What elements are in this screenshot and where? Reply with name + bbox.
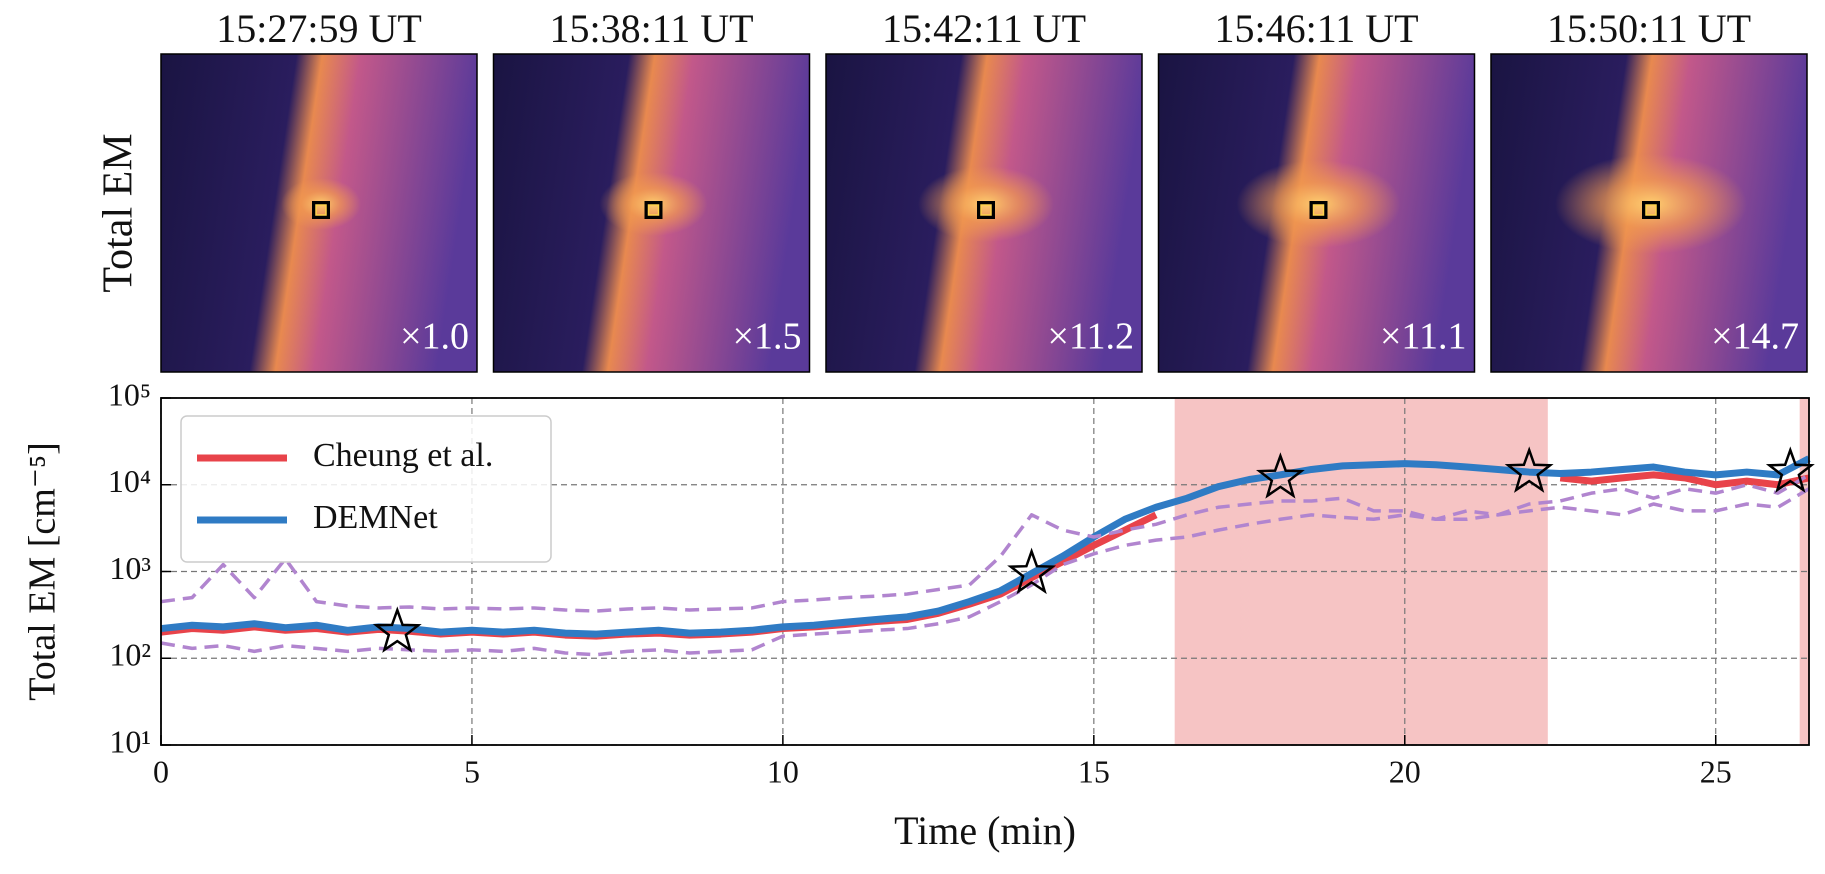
x-tick-label: 0 [153,753,169,789]
bound-line [160,487,1810,657]
panel-scale-label: ×14.7 [1711,316,1799,358]
y-axis-label: Total EM [cm⁻⁵] [22,442,64,701]
star-marker [1765,446,1815,493]
x-tick-label: 20 [1389,753,1421,789]
x-tick-label: 15 [1078,753,1110,789]
y-tick-label: 10¹ [109,723,151,759]
panel-row-label: Total EM [96,133,142,292]
y-tick-label: 10³ [109,550,151,586]
panel-frame [160,53,478,373]
roi-box [977,201,995,219]
panel-title: 15:27:59 UT [216,6,422,51]
y-tick-label: 10⁴ [108,463,151,499]
image-panel: 15:42:11 UT ×11.2 [825,6,1143,373]
panel-frame [1490,53,1808,373]
panel-frame [492,53,811,373]
x-tick-label: 10 [767,753,799,789]
panel-frame [825,53,1143,373]
image-panel: 15:50:11 UT ×14.7 [1490,6,1808,373]
panel-title: 15:38:11 UT [549,6,753,51]
star-marker [1007,547,1057,595]
panel-scale-label: ×1.5 [733,316,802,358]
legend-label: Cheung et al. [313,437,493,474]
y-tick-label: 10² [109,637,151,673]
roi-box [644,201,663,219]
x-axis-label: Time (min) [894,808,1076,853]
x-tick-label: 5 [464,753,480,789]
image-panel: 15:38:11 UT ×1.5 [492,6,811,373]
star-marker [1504,446,1554,493]
legend-box [180,415,552,563]
roi-box-inner [1645,204,1657,216]
panel-scale-label: ×11.1 [1380,316,1467,358]
roi-box-inner [647,204,660,216]
x-tick-label: 25 [1700,753,1732,789]
roi-box [312,201,330,219]
panel-scale-label: ×1.0 [400,316,469,358]
line-chart: 10¹ 10² 10³ 10⁴ 10⁵ 0 5 10 15 20 25 Cheung et al. DE… [22,376,1815,853]
roi-box [1309,201,1328,219]
star-marker [1256,452,1305,499]
roi-box-inner [1312,204,1325,216]
roi-box-inner [980,204,992,216]
series-line [160,455,1811,638]
legend-label: DEMNet [313,499,438,536]
panel-row: 15:27:59 UT ×1.0 15:38:11 UT ×1.5 15:42:11 U… [160,6,1808,373]
panel-title: 15:50:11 UT [1547,6,1751,51]
roi-box [1642,201,1660,219]
panel-title: 15:42:11 UT [882,6,1086,51]
star-marker [372,606,422,653]
image-panel: 15:27:59 UT ×1.0 [160,6,478,373]
y-tick-label: 10⁵ [108,376,151,412]
image-panel: 15:46:11 UT ×11.1 [1157,6,1476,373]
panel-scale-label: ×11.2 [1047,316,1134,358]
legend: Cheung et al. DEMNet [180,415,552,563]
plot-frame [160,397,1810,746]
panel-frame [1157,53,1476,373]
roi-box-inner [315,204,327,216]
panel-title: 15:46:11 UT [1214,6,1418,51]
